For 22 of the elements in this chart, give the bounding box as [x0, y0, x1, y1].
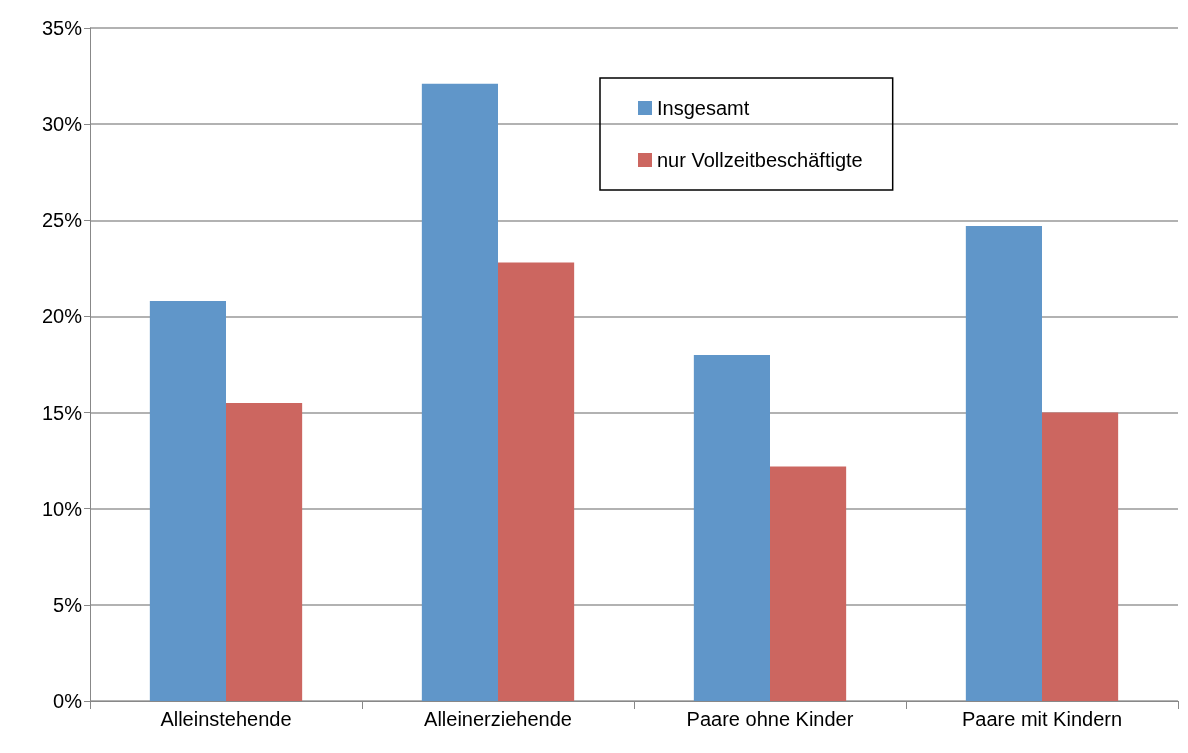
x-tick-label: Alleinerziehende: [424, 708, 572, 730]
x-tick-label: Alleinstehende: [160, 708, 292, 730]
y-tick-label: 10%: [41, 497, 83, 520]
bar: [226, 402, 303, 701]
bar: [421, 83, 498, 701]
y-tick-label: 25%: [41, 209, 83, 232]
bar: [498, 262, 575, 701]
bar: [770, 466, 847, 701]
y-tick-label: 5%: [53, 593, 83, 616]
legend-label: Insgesamt: [657, 97, 750, 119]
x-tick-label: Paare ohne Kinder: [686, 708, 854, 730]
y-tick-label: 0%: [53, 690, 83, 712]
legend-label: nur Vollzeitbeschäftigte: [657, 149, 863, 171]
y-tick-label: 30%: [41, 113, 83, 136]
bar: [149, 301, 226, 701]
y-tick-label: 15%: [41, 401, 83, 424]
y-tick-label: 20%: [41, 305, 83, 328]
bar: [693, 354, 770, 701]
bar: [965, 226, 1042, 701]
x-tick-label: Paare mit Kindern: [961, 708, 1123, 730]
y-tick-label: 35%: [41, 17, 83, 39]
bar: [1042, 412, 1119, 701]
